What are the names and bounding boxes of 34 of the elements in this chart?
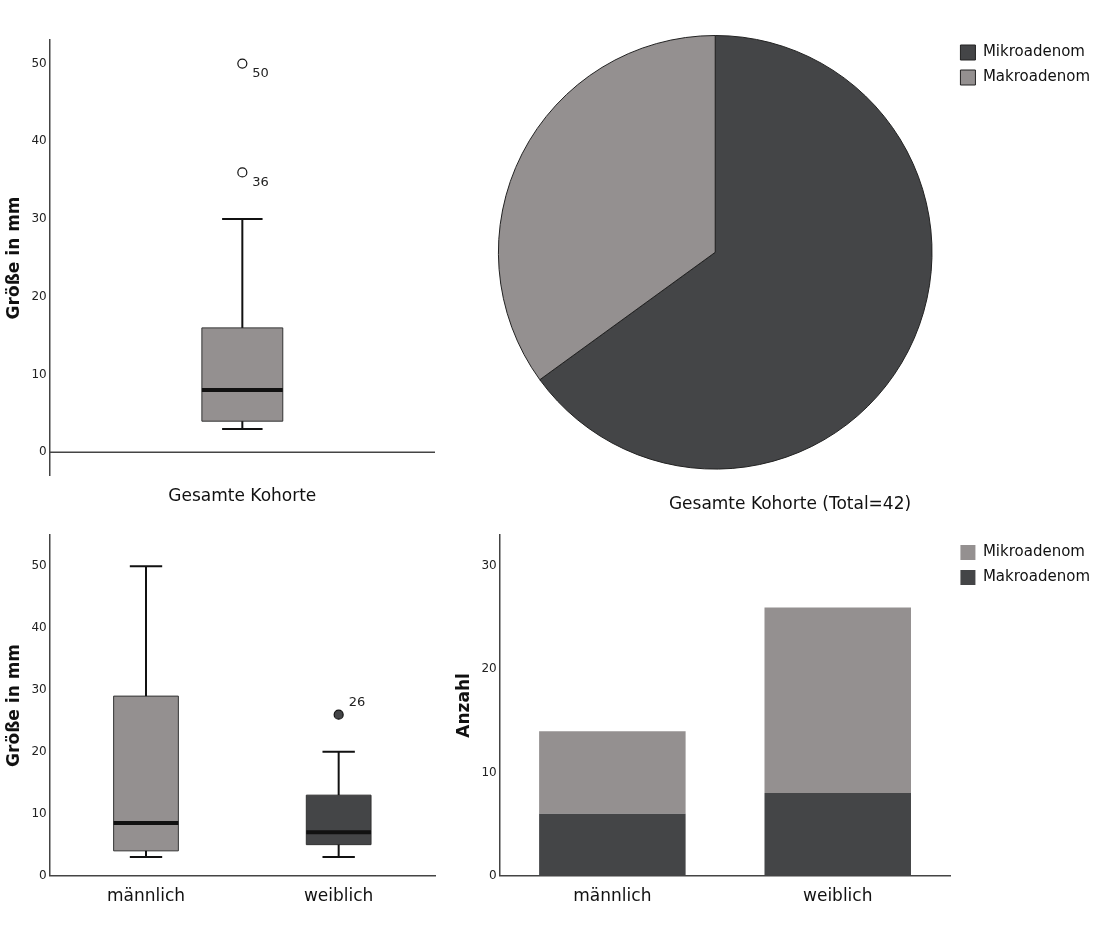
y-tick-label: 20 (31, 743, 47, 758)
legend-label: Makroadenom (982, 67, 1091, 86)
x-tick-label: männlich (573, 885, 652, 906)
y-tick-label: 40 (31, 133, 47, 148)
y-tick-label: 50 (31, 55, 47, 70)
y-tick-label: 40 (31, 620, 47, 635)
x-tick-label: Gesamte Kohorte (168, 485, 317, 506)
legend-label: Mikroadenom (982, 542, 1085, 561)
y-tick-label: 0 (489, 867, 497, 882)
y-tick-label: 30 (31, 682, 47, 697)
y-tick-label: 0 (39, 867, 47, 882)
y-axis-title: Größe in mm (2, 643, 23, 767)
bar (764, 607, 911, 794)
bar (539, 731, 686, 814)
y-tick-label: 20 (481, 661, 497, 676)
y-axis-title: Größe in mm (2, 196, 23, 320)
y-tick-label: 10 (31, 805, 47, 820)
annotation: 26 (348, 694, 366, 710)
y-tick-label: 50 (31, 558, 47, 573)
text: Gesamte Kohorte (Total=42) (668, 493, 912, 514)
annotation: 36 (252, 173, 269, 189)
x-tick-label: weiblich (303, 885, 374, 906)
legend-label: Mikroadenom (982, 42, 1085, 61)
x-tick-label: weiblich (803, 885, 873, 906)
y-tick-label: 10 (31, 366, 47, 381)
y-axis-title: Anzahl (452, 673, 473, 738)
y-tick-label: 0 (39, 444, 47, 459)
y-tick-label: 10 (481, 764, 497, 779)
legend-label: Makroadenom (982, 567, 1091, 586)
annotation: 50 (252, 64, 269, 80)
y-tick-label: 20 (31, 288, 47, 303)
y-tick-label: 30 (481, 558, 497, 573)
x-tick-label: männlich (106, 885, 186, 906)
y-tick-label: 30 (31, 211, 47, 226)
